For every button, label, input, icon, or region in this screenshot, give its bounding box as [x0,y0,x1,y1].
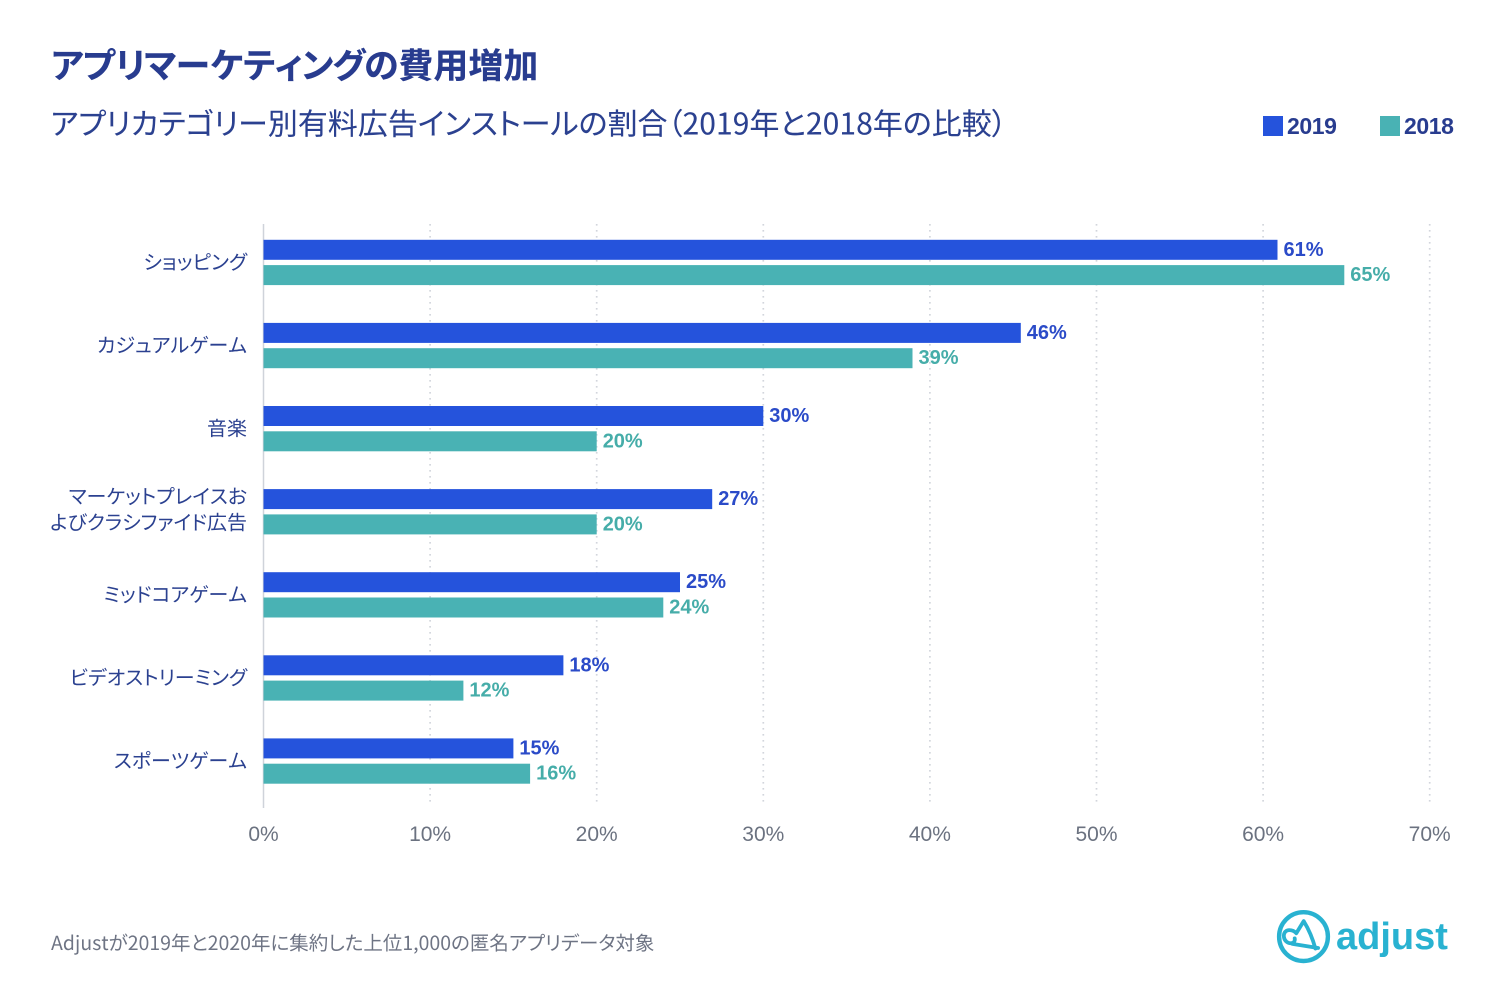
svg-text:20%: 20% [603,430,643,452]
svg-text:12%: 12% [469,680,509,702]
svg-text:46%: 46% [1027,322,1067,344]
svg-text:70%: 70% [1409,823,1451,846]
svg-text:30%: 30% [769,405,809,427]
svg-text:24%: 24% [669,597,709,619]
svg-text:18%: 18% [569,654,609,676]
svg-text:39%: 39% [919,347,959,369]
svg-text:30%: 30% [742,823,784,846]
svg-text:0%: 0% [248,823,278,846]
svg-text:61%: 61% [1284,239,1324,261]
svg-text:15%: 15% [519,737,559,759]
svg-text:20%: 20% [576,823,618,846]
svg-text:2018: 2018 [1404,113,1454,139]
svg-text:25%: 25% [686,571,726,593]
svg-text:27%: 27% [718,488,758,510]
svg-text:40%: 40% [909,823,951,846]
svg-text:2019: 2019 [1287,113,1337,139]
svg-text:16%: 16% [536,763,576,785]
svg-text:adjust: adjust [1336,916,1448,958]
svg-text:50%: 50% [1075,823,1117,846]
svg-text:60%: 60% [1242,823,1284,846]
svg-text:65%: 65% [1350,264,1390,286]
svg-text:10%: 10% [409,823,451,846]
svg-text:20%: 20% [603,513,643,535]
